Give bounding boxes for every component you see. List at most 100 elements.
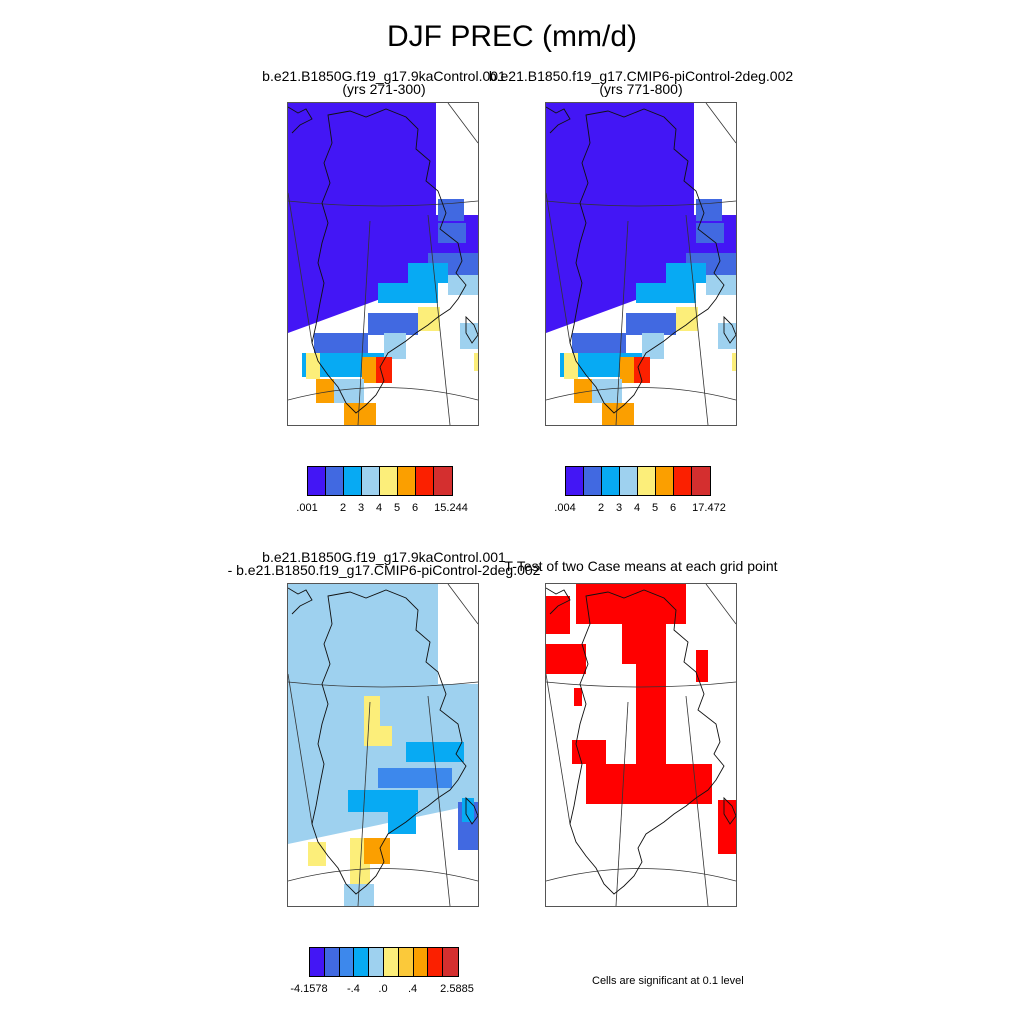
grid-cell xyxy=(418,307,440,331)
colorbar-case1-swatch xyxy=(416,467,434,495)
grid-cell xyxy=(634,357,650,383)
colorbar-diff-swatch xyxy=(324,948,340,976)
colorbar-case2-swatch xyxy=(638,467,656,495)
grid-cell xyxy=(460,323,478,349)
colorbar-diff-swatch xyxy=(339,948,355,976)
longitude-line xyxy=(357,220,371,425)
iceland-coast xyxy=(723,796,736,825)
coastline xyxy=(546,106,736,414)
arctic-island-coast xyxy=(546,106,571,134)
greenland-coast xyxy=(311,108,467,414)
longitude-line xyxy=(546,673,571,825)
grid-cell xyxy=(308,842,326,866)
colorbar-case1-swatch xyxy=(326,467,344,495)
grid-cell xyxy=(448,275,478,295)
graticule xyxy=(288,584,478,906)
colorbar-diff-swatch xyxy=(398,948,414,976)
colorbar-case1-swatch xyxy=(308,467,326,495)
colorbar-diff xyxy=(309,947,459,977)
colorbar-diff-swatch xyxy=(369,948,384,976)
colorbar-case2-label: 6 xyxy=(669,502,677,514)
map-ttest-cells xyxy=(546,584,736,854)
latitude-line xyxy=(546,868,736,882)
longitude-line xyxy=(447,103,478,144)
grid-cell xyxy=(546,596,570,634)
longitude-line xyxy=(546,192,571,344)
longitude-line xyxy=(615,701,629,906)
colorbar-diff-swatch xyxy=(383,948,399,976)
grid-cell xyxy=(474,353,478,371)
panel-title-diff-line2: - b.e21.B1850.f19_g17.CMIP6-piControl-2d… xyxy=(227,562,541,578)
latitude-line xyxy=(288,200,478,207)
iceland-coast xyxy=(465,315,478,344)
ttest-note: Cells are significant at 0.1 level xyxy=(592,975,744,987)
map-panel-case2 xyxy=(545,102,737,426)
arctic-island-coast xyxy=(546,587,571,615)
map-case2 xyxy=(546,103,736,425)
longitude-line xyxy=(615,220,629,425)
grid-cell xyxy=(546,103,586,143)
longitude-line xyxy=(288,673,313,825)
graticule xyxy=(546,103,736,425)
colorbar-diff-label: .4 xyxy=(408,983,418,995)
colorbar-diff-swatch xyxy=(413,948,429,976)
grid-cell xyxy=(376,726,392,746)
colorbar-diff-swatch xyxy=(428,948,444,976)
figure-title: DJF PREC (mm/d) xyxy=(387,20,637,53)
colorbar-case1-label: 4 xyxy=(375,502,383,514)
colorbar-case1-swatch xyxy=(398,467,416,495)
longitude-line xyxy=(427,214,451,425)
greenland-coast xyxy=(569,589,725,895)
colorbar-case2-label: 2 xyxy=(597,502,605,514)
colorbar-case2-swatch xyxy=(674,467,692,495)
colorbar-case1-label: 6 xyxy=(411,502,419,514)
grid-cell xyxy=(676,307,698,331)
colorbar-case2-label: 5 xyxy=(651,502,659,514)
map-diff-cells xyxy=(288,584,478,906)
colorbar-case2-label: 17.472 xyxy=(692,502,726,514)
map-ttest xyxy=(546,584,736,906)
panel-title-diff: b.e21.B1850G.f19_g17.9kaControl.001 - b.… xyxy=(227,549,541,578)
map-diff xyxy=(288,584,478,906)
grid-cell xyxy=(626,313,676,335)
latitude-line xyxy=(288,868,478,882)
colorbar-case1-swatch xyxy=(344,467,362,495)
grid-cell xyxy=(364,838,390,864)
greenland-coast xyxy=(311,589,467,895)
map-panel-case1 xyxy=(287,102,479,426)
grid-cell xyxy=(406,742,464,762)
grid-cell xyxy=(546,644,586,674)
colorbar-case2-swatch xyxy=(692,467,710,495)
colorbar-diff-label: .0 xyxy=(378,983,388,995)
grid-cell xyxy=(408,263,448,283)
latitude-line xyxy=(288,387,478,401)
grid-cell xyxy=(718,800,736,854)
graticule xyxy=(546,584,736,906)
colorbar-diff-swatch xyxy=(354,948,370,976)
grid-cell xyxy=(306,353,320,379)
iceland-coast xyxy=(465,796,478,825)
grid-cell xyxy=(368,313,418,335)
panel-title-case2-line2: (yrs 771-800) xyxy=(599,81,683,97)
panel-title-case1: b.e21.B1850G.f19_g17.9kaControl.001 (yrs… xyxy=(262,69,506,96)
panel-title-diff-line1: b.e21.B1850G.f19_g17.9kaControl.001 xyxy=(262,549,506,565)
latitude-line xyxy=(546,387,736,401)
grid-cell xyxy=(586,624,712,804)
grid-cell xyxy=(666,263,706,283)
colorbar-diff-label: -4.1578 xyxy=(290,983,328,995)
colorbar-case2 xyxy=(565,466,711,496)
grid-cell xyxy=(376,357,392,383)
arctic-island-coast xyxy=(288,106,313,134)
colorbar-case2-label: 4 xyxy=(633,502,641,514)
colorbar-case2-swatch xyxy=(656,467,674,495)
panel-title-case2-line1: b.e21.B1850.f19_g17.CMIP6-piControl-2deg… xyxy=(488,68,794,84)
grid-cell xyxy=(572,333,626,357)
colorbar-case1-label: 2 xyxy=(339,502,347,514)
greenland-coast xyxy=(569,108,725,414)
colorbar-case2-swatch xyxy=(584,467,602,495)
grid-cell xyxy=(388,812,416,834)
grid-cell xyxy=(574,688,582,706)
longitude-line xyxy=(427,695,451,906)
coastline xyxy=(546,587,736,895)
panel-title-case2: b.e21.B1850.f19_g17.CMIP6-piControl-2deg… xyxy=(488,68,794,97)
